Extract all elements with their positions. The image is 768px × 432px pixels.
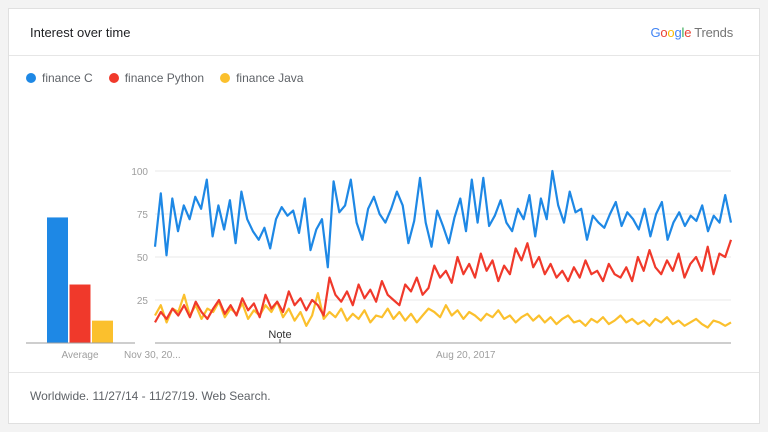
average-bar-finance-java[interactable]: [92, 320, 113, 343]
footer-text: Worldwide. 11/27/14 - 11/27/19. Web Sear…: [30, 389, 271, 403]
google-trends-logo: Google Trends: [650, 25, 733, 40]
card-footer: Worldwide. 11/27/14 - 11/27/19. Web Sear…: [9, 372, 759, 423]
y-tick-label: 25: [137, 296, 149, 307]
legend: finance C finance Python finance Java: [26, 71, 303, 85]
series-line-finance-c[interactable]: [153, 169, 733, 269]
average-bar-finance-c[interactable]: [47, 217, 68, 343]
legend-dot-icon: [108, 73, 119, 83]
x-tick-label: Nov 30, 20...: [124, 350, 181, 361]
y-tick-label: 50: [137, 253, 149, 264]
legend-item-finance-c[interactable]: finance C: [26, 71, 93, 85]
legend-dot-icon: [220, 73, 231, 83]
legend-item-finance-python[interactable]: finance Python: [108, 71, 204, 85]
series-line-finance-python[interactable]: [154, 239, 733, 323]
x-tick-label: Aug 20, 2017: [436, 350, 496, 361]
legend-dot-icon: [26, 73, 36, 83]
card-header: Interest over time Google Trends: [9, 9, 759, 56]
bar-xlabel: Average: [61, 350, 99, 361]
interest-over-time-card: Interest over time Google Trends finance …: [8, 8, 760, 424]
y-tick-label: 75: [137, 210, 149, 221]
series-line-finance-java[interactable]: [154, 292, 732, 329]
card-title: Interest over time: [30, 25, 131, 40]
legend-item-finance-java[interactable]: finance Java: [220, 71, 303, 85]
average-bar-finance-python[interactable]: [69, 284, 91, 343]
note-annotation[interactable]: Note: [268, 329, 291, 341]
y-tick-label: 100: [131, 167, 148, 178]
